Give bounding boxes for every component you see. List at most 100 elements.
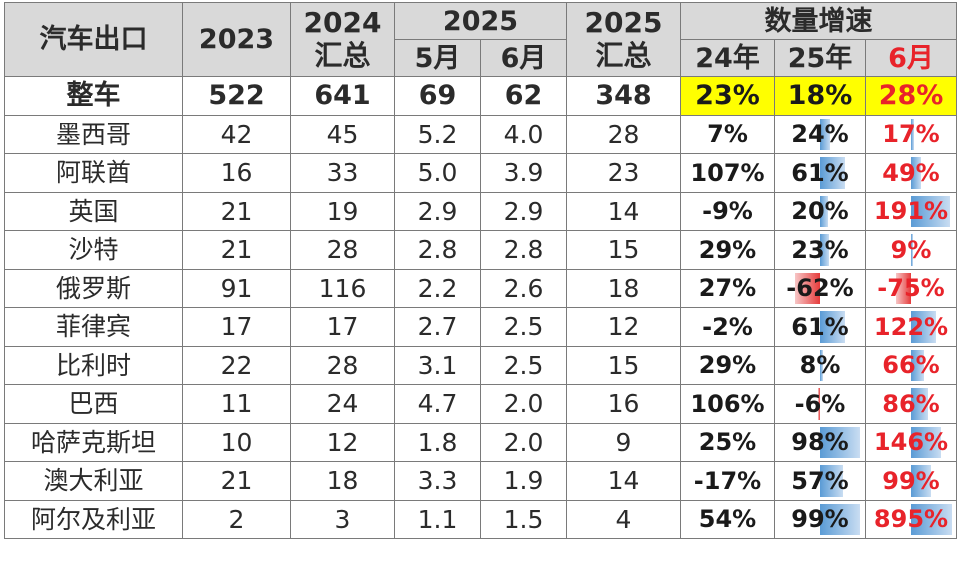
cell-2023: 522	[182, 76, 291, 116]
cell-jun: 62	[480, 76, 567, 116]
cell-may-value: 2.2	[417, 273, 458, 303]
cell-growth-jun: 66%	[864, 345, 958, 385]
cell-2025: 12	[566, 307, 681, 347]
cell-2023-value: 17	[220, 312, 253, 342]
cell-growth-24-value: 29%	[698, 235, 757, 264]
row-name: 哈萨克斯坦	[4, 422, 183, 462]
cell-jun-value: 2.8	[503, 235, 544, 265]
cell-jun-value: 2.0	[503, 389, 544, 419]
cell-2023: 16	[182, 153, 291, 193]
cell-jun: 2.0	[480, 422, 567, 462]
cell-growth-25: 8%	[774, 345, 866, 385]
cell-2023: 2	[182, 499, 291, 539]
cell-2025: 15	[566, 345, 681, 385]
header-2024-total: 2024 汇总	[290, 2, 395, 77]
cell-may-value: 3.1	[417, 350, 458, 380]
cell-growth-jun: 191%	[864, 191, 958, 231]
cell-2024: 641	[290, 76, 395, 116]
cell-growth-jun-value: 191%	[873, 197, 949, 226]
row-name-value: 澳大利亚	[43, 466, 144, 496]
cell-may: 1.8	[394, 422, 481, 462]
cell-growth-jun: 146%	[864, 422, 958, 462]
row-name: 墨西哥	[4, 114, 183, 154]
cell-growth-25-bar	[820, 349, 824, 381]
cell-may: 1.1	[394, 499, 481, 539]
cell-2023-value: 10	[220, 427, 253, 457]
cell-growth-jun-value: 86%	[882, 389, 940, 418]
cell-growth-24-value: 25%	[698, 428, 757, 457]
cell-growth-25-bar	[794, 272, 820, 304]
cell-2025-value: 15	[607, 350, 640, 380]
cell-growth-jun-bar	[911, 388, 929, 420]
cell-may-value: 1.1	[417, 504, 458, 534]
cell-2025-value: 12	[607, 312, 640, 342]
cell-jun: 2.6	[480, 268, 567, 308]
cell-jun-value: 2.6	[503, 273, 544, 303]
cell-2023-value: 522	[208, 80, 265, 112]
cell-jun: 3.9	[480, 153, 567, 193]
table-row: 阿尔及利亚 2 3 1.1 1.5 4 54% 99% 895%	[4, 499, 958, 539]
cell-may: 2.7	[394, 307, 481, 347]
cell-2025-value: 16	[607, 389, 640, 419]
cell-jun: 2.8	[480, 230, 567, 270]
export-table: 汽车出口 2023 2024 汇总 2025 2025 汇总 数量增速 5月 6…	[4, 2, 958, 539]
cell-growth-jun-value: 9%	[890, 235, 932, 264]
cell-2025-value: 348	[595, 80, 652, 112]
cell-growth-25: 99%	[774, 499, 866, 539]
row-name-value: 比利时	[55, 350, 131, 380]
cell-2025-value: 14	[607, 466, 640, 496]
cell-2024: 17	[290, 307, 395, 347]
cell-growth-25-bar	[820, 311, 845, 343]
cell-growth-24: 7%	[680, 114, 775, 154]
cell-growth-25: 61%	[774, 307, 866, 347]
row-name-value: 英国	[68, 196, 119, 226]
cell-may: 5.2	[394, 114, 481, 154]
cell-2024-value: 641	[314, 80, 371, 112]
cell-2025-value: 14	[607, 196, 640, 226]
cell-2025: 348	[566, 76, 681, 116]
cell-jun: 2.9	[480, 191, 567, 231]
cell-jun: 1.5	[480, 499, 567, 539]
row-name-value: 阿联酋	[55, 158, 131, 188]
cell-2023-value: 22	[220, 350, 253, 380]
cell-jun-value: 2.9	[503, 196, 544, 226]
cell-2024-value: 45	[326, 119, 359, 149]
cell-jun-value: 1.9	[503, 466, 544, 496]
cell-2025-value: 23	[607, 158, 640, 188]
cell-growth-jun-bar	[895, 272, 911, 304]
cell-2025: 18	[566, 268, 681, 308]
cell-growth-25: 61%	[774, 153, 866, 193]
cell-jun-value: 1.5	[503, 504, 544, 534]
cell-2023: 91	[182, 268, 291, 308]
cell-2023-value: 11	[220, 389, 253, 419]
cell-growth-24-value: 7%	[707, 120, 748, 149]
cell-growth-jun-value: 895%	[873, 505, 949, 534]
cell-may-value: 2.8	[417, 235, 458, 265]
header-2025-year: 2025	[584, 6, 663, 40]
row-name: 澳大利亚	[4, 461, 183, 501]
cell-2025: 14	[566, 461, 681, 501]
cell-growth-24: -2%	[680, 307, 775, 347]
row-name: 俄罗斯	[4, 268, 183, 308]
header-growth-25: 25年	[774, 39, 866, 77]
cell-jun: 4.0	[480, 114, 567, 154]
cell-jun-value: 2.0	[503, 427, 544, 457]
cell-2024: 24	[290, 384, 395, 424]
cell-growth-25-value: -62%	[786, 274, 854, 303]
cell-growth-24: 54%	[680, 499, 775, 539]
cell-growth-jun-bar	[911, 465, 932, 497]
cell-2023-value: 42	[220, 119, 253, 149]
cell-may-value: 5.0	[417, 158, 458, 188]
cell-may: 3.3	[394, 461, 481, 501]
cell-growth-24: 23%	[680, 76, 775, 116]
cell-growth-25-value: 18%	[787, 80, 853, 112]
cell-2023-value: 16	[220, 158, 253, 188]
cell-growth-jun-value: 122%	[873, 312, 949, 341]
cell-growth-25-value: 99%	[791, 505, 849, 534]
cell-2023: 21	[182, 230, 291, 270]
header-2025-sum: 汇总	[595, 38, 652, 72]
table-row: 菲律宾 17 17 2.7 2.5 12 -2% 61% 122%	[4, 307, 958, 347]
cell-growth-25-bar	[820, 118, 830, 150]
cell-growth-jun-bar	[911, 118, 915, 150]
cell-growth-jun: 17%	[864, 114, 958, 154]
